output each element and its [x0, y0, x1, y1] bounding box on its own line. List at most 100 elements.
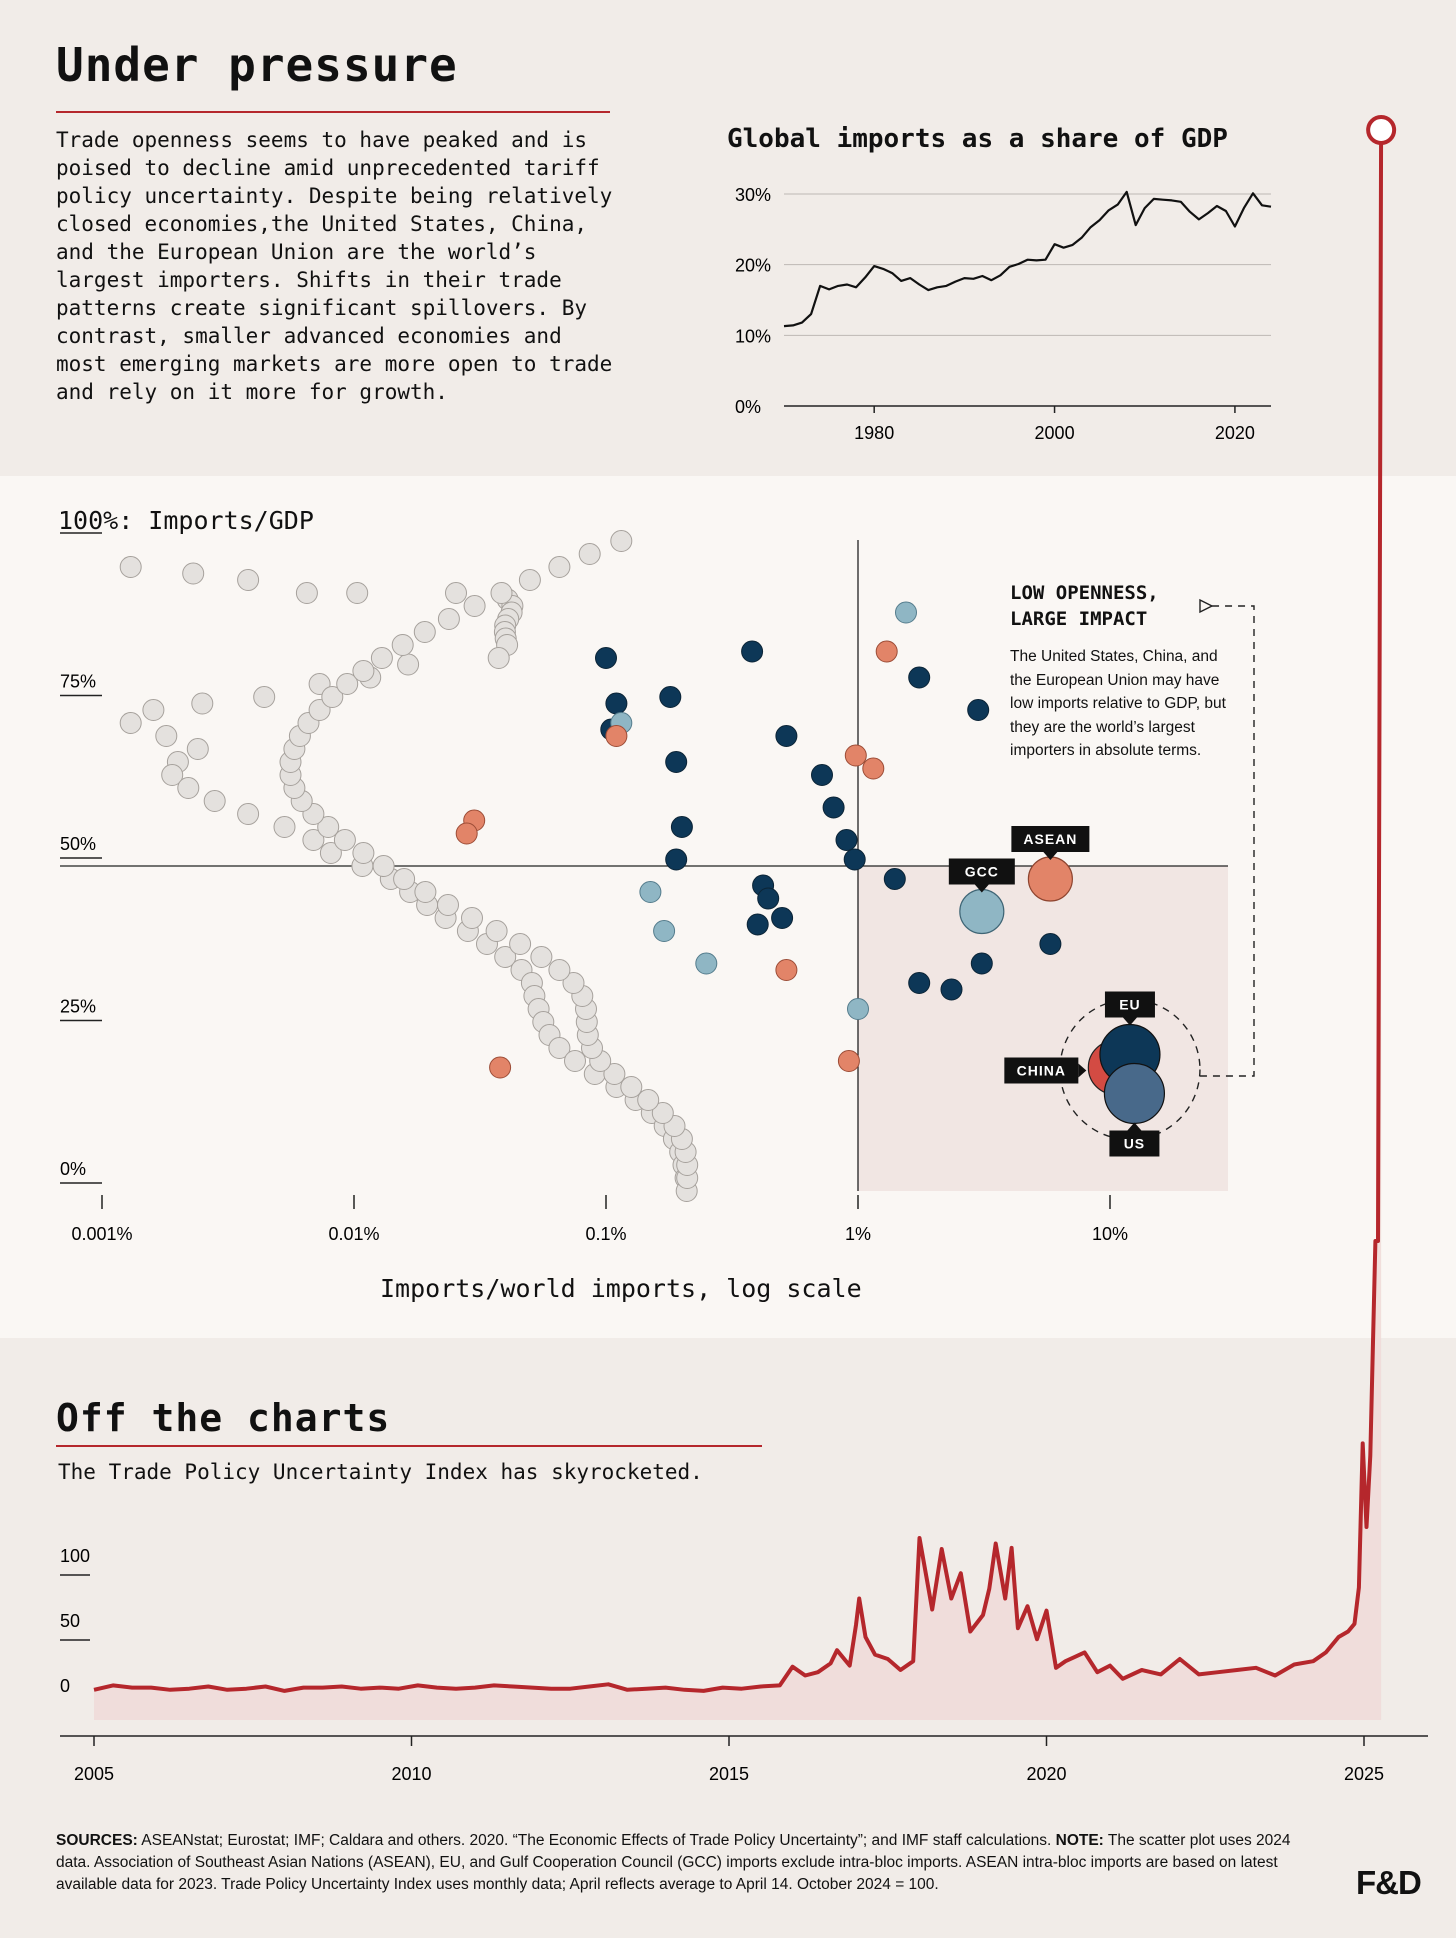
highlight-box — [858, 866, 1228, 1191]
section-title: Off the charts — [56, 1396, 391, 1440]
scatter-point-lowincome — [775, 959, 798, 981]
scatter-point-advanced — [659, 686, 682, 708]
sources-text: ASEANstat; Eurostat; IMF; Caldara and ot… — [141, 1832, 1052, 1849]
scatter-point-other — [509, 933, 532, 955]
scatter-point-other — [603, 1063, 626, 1085]
scatter-x-tick-label: 0.001% — [71, 1224, 132, 1244]
bubble-label-gcc: GCC — [948, 858, 1015, 893]
scatter-point-other — [161, 764, 184, 786]
scatter-point-advanced — [908, 666, 931, 689]
bubble-label-pointer — [974, 884, 989, 893]
scatter-point-other — [485, 920, 508, 942]
scatter-point-advanced — [746, 913, 769, 936]
scatter-point-other — [372, 855, 395, 877]
scatter-point-other — [253, 686, 276, 708]
scatter-point-lowincome — [455, 822, 478, 845]
tpu-area — [94, 130, 1382, 1720]
scatter-point-advanced — [775, 725, 798, 747]
scatter-point-other — [610, 530, 633, 552]
scatter-point-other — [321, 686, 344, 708]
scatter-point-other — [518, 569, 541, 591]
tpu-x-tick-label: 2020 — [1026, 1764, 1066, 1784]
scatter-y-tick-label: 0% — [60, 1159, 86, 1179]
mini-chart-title: Global imports as a share of GDP — [727, 124, 1228, 154]
scatter-point-other — [445, 582, 467, 604]
annotation-heading: LOW OPENNESS, LARGE IMPACT — [1010, 582, 1159, 630]
scatter-point-advanced — [665, 751, 688, 773]
scatter-x-tick-label: 0.1% — [585, 1224, 626, 1244]
scatter-point-other — [530, 946, 553, 968]
scatter-point-advanced — [940, 978, 963, 1001]
bubble-label-pointer — [1122, 1017, 1137, 1026]
scatter-point-other — [119, 556, 142, 578]
scatter-point-other — [651, 1102, 674, 1124]
note-text: The scatter plot uses 2024 data. Associa… — [56, 1832, 1291, 1893]
mini-y-tick-label: 30% — [735, 185, 771, 205]
mini-series-line — [783, 190, 1272, 328]
scatter-point-other — [414, 881, 437, 903]
scatter-point-other — [182, 562, 205, 585]
annotation-connector — [1199, 605, 1255, 1077]
scatter-point-lowincome — [844, 744, 867, 767]
scatter-point-other — [333, 829, 356, 851]
bubble-label-text: US — [1124, 1136, 1145, 1152]
page-title: Under pressure — [56, 38, 458, 92]
scatter-point-lowincome — [489, 1056, 512, 1079]
tpu-y-tick-label: 50 — [60, 1611, 80, 1631]
note-label: NOTE: — [1055, 1832, 1104, 1849]
scatter-point-other — [487, 647, 510, 669]
scatter-point-emerging — [639, 881, 662, 903]
mini-x-tick-label: 2000 — [1035, 423, 1075, 443]
fd-logo: F&D — [1356, 1864, 1422, 1901]
scatter-point-other — [564, 1050, 586, 1072]
tpu-y-tick-label: 0 — [60, 1676, 70, 1696]
scatter-point-advanced — [835, 829, 858, 851]
scatter-point-advanced — [1039, 933, 1062, 955]
scatter-point-other — [352, 660, 375, 682]
sources-label: SOURCES: — [56, 1832, 138, 1849]
scatter-point-other — [237, 569, 260, 591]
scatter-point-lowincome — [837, 1050, 860, 1072]
scatter-point-advanced — [970, 952, 993, 975]
tpu-series-line — [93, 129, 1384, 1693]
bubble-label-asean: ASEAN — [1011, 826, 1090, 860]
uncertainty-band — [0, 1338, 1456, 1938]
scatter-point-lowincome — [875, 640, 898, 663]
scatter-point-advanced — [771, 907, 794, 929]
scatter-point-other — [490, 582, 513, 604]
bubble-label-box — [948, 858, 1015, 885]
tpu-x-tick-label: 2010 — [391, 1764, 431, 1784]
scatter-point-other — [391, 634, 414, 656]
scatter-point-advanced — [757, 887, 780, 910]
scatter-point-other — [142, 699, 165, 721]
scatter-point-other — [562, 972, 585, 994]
bubble-label-pointer — [1078, 1063, 1087, 1078]
scatter-point-other — [578, 543, 601, 565]
tpu-end-marker — [1366, 115, 1397, 145]
bubble-label-pointer — [1043, 852, 1058, 860]
scatter-point-lowincome — [605, 725, 628, 747]
scatter-point-other — [186, 738, 209, 760]
scatter-point-other — [548, 1037, 571, 1059]
bubble-label-box — [1109, 1130, 1160, 1157]
bubble-label-text: GCC — [965, 864, 999, 880]
scatter-point-other — [548, 959, 571, 981]
scatter-point-other — [119, 712, 142, 734]
scatter-x-title: Imports/world imports, log scale — [380, 1274, 862, 1303]
scatter-point-other — [317, 816, 340, 838]
scatter-point-other — [273, 816, 296, 838]
bubble-label-china: CHINA — [1004, 1057, 1087, 1084]
scatter-point-other — [346, 582, 369, 604]
global-imports-chart: 0% 10% 20% 30% 1980 2000 2020 — [735, 185, 1272, 443]
scatter-point-other — [203, 790, 226, 812]
bubble-label-box — [1104, 991, 1155, 1018]
bubble-label-box — [1011, 826, 1090, 852]
mini-x-tick-label: 2020 — [1215, 423, 1255, 443]
section-title-rule — [56, 1445, 762, 1447]
scatter-point-other — [461, 907, 483, 929]
bubble-label-text: ASEAN — [1023, 831, 1077, 847]
scatter-point-emerging — [695, 952, 718, 975]
scatter-point-advanced — [908, 972, 931, 994]
